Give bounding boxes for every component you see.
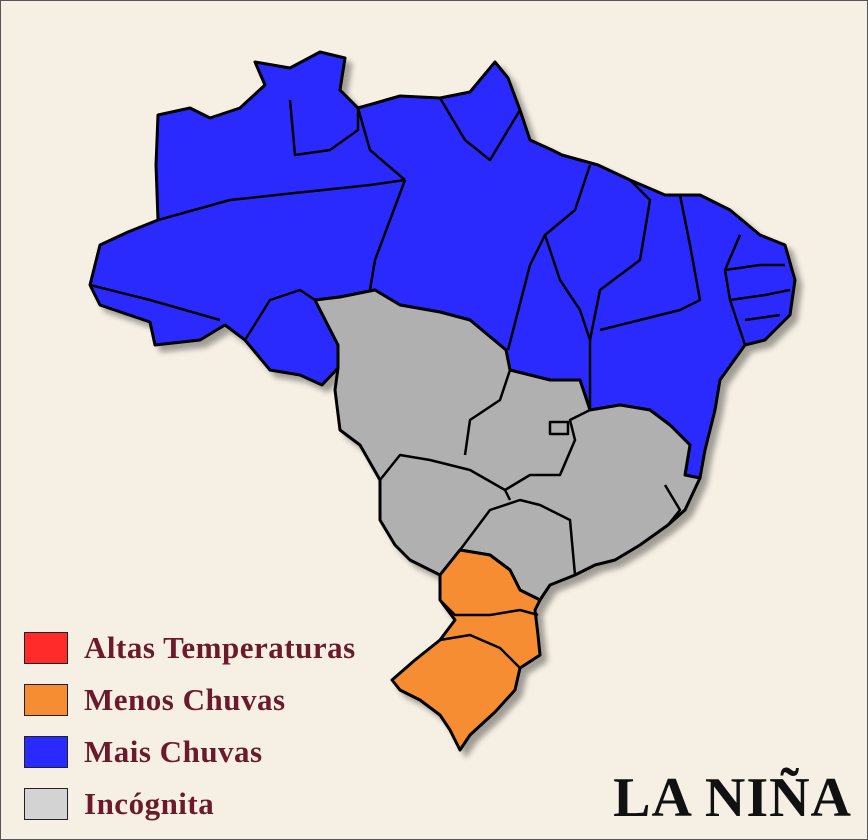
legend-label: Altas Temperaturas bbox=[84, 630, 356, 665]
region-south bbox=[390, 548, 542, 752]
legend-swatch-red bbox=[24, 632, 68, 664]
legend-label: Incógnita bbox=[84, 786, 215, 821]
legend-swatch-gray bbox=[24, 788, 68, 820]
legend-label: Mais Chuvas bbox=[84, 734, 263, 769]
map-title: LA NIÑA bbox=[613, 767, 852, 829]
legend-label: Menos Chuvas bbox=[84, 682, 286, 717]
legend-swatch-orange bbox=[24, 684, 68, 716]
legend-swatch-blue bbox=[24, 736, 68, 768]
region-center-southeast bbox=[313, 288, 702, 602]
